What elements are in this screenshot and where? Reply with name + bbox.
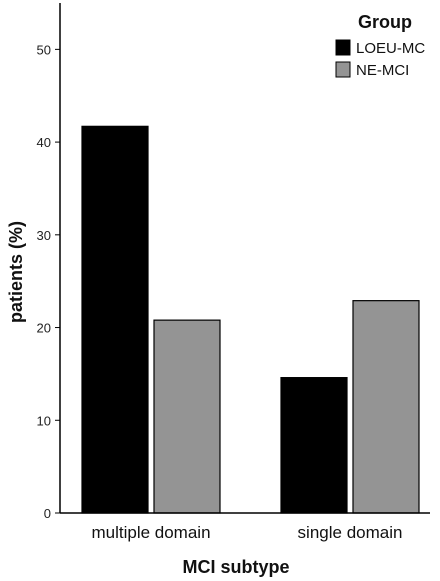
bars [81,125,420,514]
legend-label-loeu-mc: LOEU-MC [356,40,425,57]
legend: Group LOEU-MC NE-MCI [335,12,425,79]
bar-loeu-mc-single-domain [280,377,348,514]
x-axis-title: MCI subtype [182,557,289,577]
x-axis-tick-labels: multiple domain single domain [91,523,402,542]
bar-ne-mci-single-domain [352,300,420,514]
y-tick-label: 20 [37,321,51,336]
y-tick-label: 50 [37,42,51,57]
legend-label-ne-mci: NE-MCI [356,62,409,79]
legend-title: Group [358,12,412,32]
legend-swatch-ne-mci [335,61,351,78]
legend-swatch-loeu-mc [335,39,351,56]
bar-loeu-mc-multiple-domain [81,125,149,514]
y-tick-label: 0 [44,506,51,521]
bar-ne-mci-multiple-domain [153,319,221,514]
y-tick-label: 10 [37,413,51,428]
y-axis-title: patients (%) [6,221,26,323]
y-tick-label: 30 [37,228,51,243]
y-tick-label: 40 [37,135,51,150]
x-tick-label: single domain [298,523,403,542]
y-axis-ticks: 0 10 20 30 40 50 [37,42,60,521]
x-tick-label: multiple domain [91,523,210,542]
